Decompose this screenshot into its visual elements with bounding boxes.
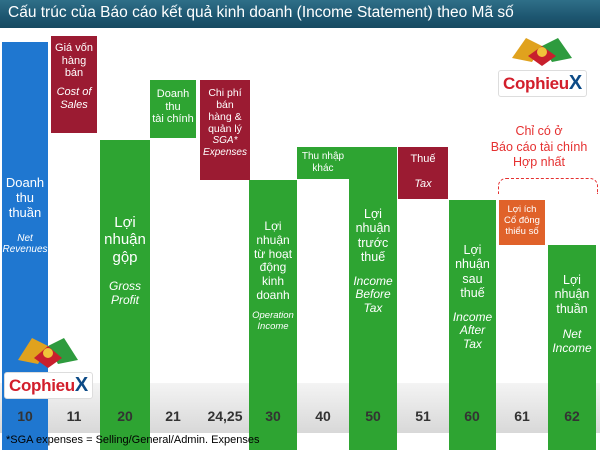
box-net-income: Lợi nhuận thuần Net Income xyxy=(548,245,596,450)
logo-bottom: CophieuX xyxy=(4,328,93,399)
box-en-label: Income Before Tax xyxy=(353,273,393,316)
code-label: 40 xyxy=(315,408,331,424)
box-operation-income: Lợi nhuận từ hoạt động kinh doanh Operat… xyxy=(249,180,297,450)
handshake-icon xyxy=(18,338,79,368)
code-label: 62 xyxy=(564,408,580,424)
code-label: 10 xyxy=(17,408,33,424)
box-en-label: Net Income xyxy=(552,327,592,355)
box-en-label: Income After Tax xyxy=(452,309,493,352)
code-label: 21 xyxy=(165,408,181,424)
code-label: 11 xyxy=(66,408,82,424)
handshake-icon xyxy=(512,38,573,66)
logo-text: CophieuX xyxy=(4,372,93,399)
consolidated-note: Chỉ có ở Báo cáo tài chính Hợp nhất xyxy=(490,124,588,170)
code-label: 24,25 xyxy=(207,408,243,424)
box-vn-label: Lợi nhuận trước thuế xyxy=(355,207,391,265)
box-en-label: SGA* Expenses xyxy=(203,135,247,158)
box-financial-revenue: Doanh thu tài chính xyxy=(150,80,196,138)
box-vn-label: Giá vốn hàng bán xyxy=(55,42,93,80)
box-tax: Thuế Tax xyxy=(398,147,448,199)
box-vn-label: Lợi ích Cổ đông thiểu số xyxy=(504,204,540,237)
box-vn-label: Thuế xyxy=(410,153,436,165)
logo-word: Cophieu xyxy=(503,74,569,93)
logo-x: X xyxy=(568,72,582,94)
box-income-before-tax: Lợi nhuận trước thuế Income Before Tax xyxy=(349,147,397,450)
logo-text: CophieuX xyxy=(498,70,587,97)
box-other-income: Thu nhập khác xyxy=(297,147,349,179)
box-vn-label: Lợi nhuận sau thuế xyxy=(455,243,490,301)
box-sga-expenses: Chi phí bán hàng & quản lý SGA* Expenses xyxy=(200,80,250,180)
box-income-after-tax: Lợi nhuận sau thuế Income After Tax xyxy=(449,200,496,450)
logo-top: CophieuX xyxy=(498,28,587,97)
box-cost-of-sales: Giá vốn hàng bán Cost of Sales xyxy=(51,36,97,133)
box-vn-label: Chi phí bán hàng & quản lý xyxy=(208,87,242,136)
box-minority-interest: Lợi ích Cổ đông thiểu số xyxy=(499,200,545,245)
page-title: Cấu trúc của Báo cáo kết quả kinh doanh … xyxy=(8,4,514,21)
consolidated-bracket xyxy=(498,178,598,194)
box-vn-label: Lợi nhuận từ hoạt động kinh doanh xyxy=(253,219,293,302)
code-label: 20 xyxy=(117,408,133,424)
box-gross-profit: Lợi nhuận gộp Gross Profit xyxy=(100,140,150,450)
box-vn-label: Lợi nhuận thuần xyxy=(554,273,590,316)
box-vn-label: Doanh thu tài chính xyxy=(152,88,194,126)
box-en-label: Net Revenues xyxy=(2,232,48,256)
code-label: 60 xyxy=(464,408,480,424)
footnote: *SGA expenses = Selling/General/Admin. E… xyxy=(6,434,260,446)
box-en-label: Tax xyxy=(414,177,432,190)
code-label: 51 xyxy=(415,408,431,424)
box-vn-label: Lợi nhuận gộp xyxy=(104,214,146,266)
title-bar: Cấu trúc của Báo cáo kết quả kinh doanh … xyxy=(0,0,600,28)
box-en-label: Cost of Sales xyxy=(56,85,92,111)
box-en-label: Gross Profit xyxy=(108,278,141,307)
code-label: 61 xyxy=(514,408,530,424)
logo-x: X xyxy=(74,374,88,396)
code-label: 30 xyxy=(265,408,281,424)
box-vn-label: Doanh thu thuần xyxy=(5,175,45,220)
box-vn-label: Thu nhập khác xyxy=(301,151,345,174)
code-label: 50 xyxy=(365,408,381,424)
logo-word: Cophieu xyxy=(9,376,75,395)
box-en-label: Operation Income xyxy=(252,309,294,332)
